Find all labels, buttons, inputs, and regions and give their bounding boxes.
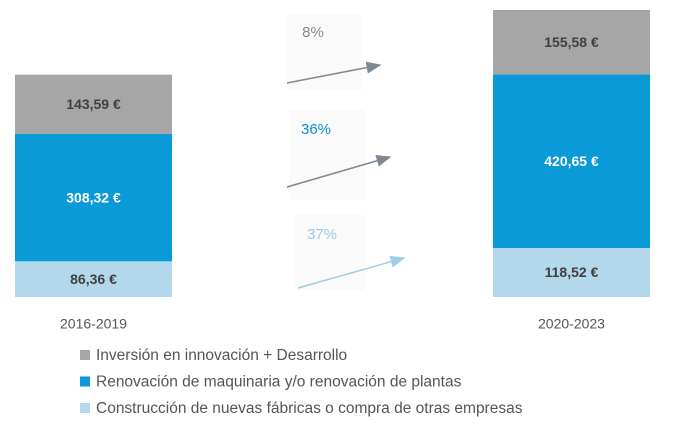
annotation-bg	[295, 215, 365, 290]
bar-segment	[15, 74, 172, 134]
arrow	[297, 255, 406, 289]
legend-label: Construcción de nuevas fábricas o compra…	[96, 400, 523, 417]
value-label: 143,59 €	[66, 96, 121, 112]
legend-label: Renovación de maquinaria y/o renovación …	[96, 374, 462, 391]
bar-segment	[493, 10, 650, 75]
x-tick-label: 2020-2023	[538, 316, 605, 332]
annotation: 36%	[301, 121, 331, 138]
value-label: 86,36 €	[70, 271, 117, 287]
annotation-bg	[287, 15, 362, 90]
value-label: 420,65 €	[544, 153, 599, 169]
arrow	[286, 155, 392, 188]
x-tick-label: 2016-2019	[60, 316, 127, 332]
annotation: 8%	[302, 24, 324, 41]
legend-swatch	[80, 376, 90, 387]
value-label: 155,58 €	[544, 34, 599, 50]
legend-swatch	[80, 403, 90, 413]
annotation: 37%	[307, 226, 337, 243]
bar-segment	[15, 133, 172, 262]
value-label: 118,52 €	[545, 264, 599, 280]
bar-segment	[493, 74, 650, 249]
arrow	[286, 61, 382, 84]
legend-label: Inversión en innovación + Desarrollo	[96, 347, 347, 364]
legend-swatch	[80, 350, 90, 360]
annotation-bg	[290, 110, 365, 200]
value-label: 308,32 €	[66, 189, 121, 205]
bar-segment	[15, 261, 172, 297]
bar-segment	[493, 248, 650, 297]
